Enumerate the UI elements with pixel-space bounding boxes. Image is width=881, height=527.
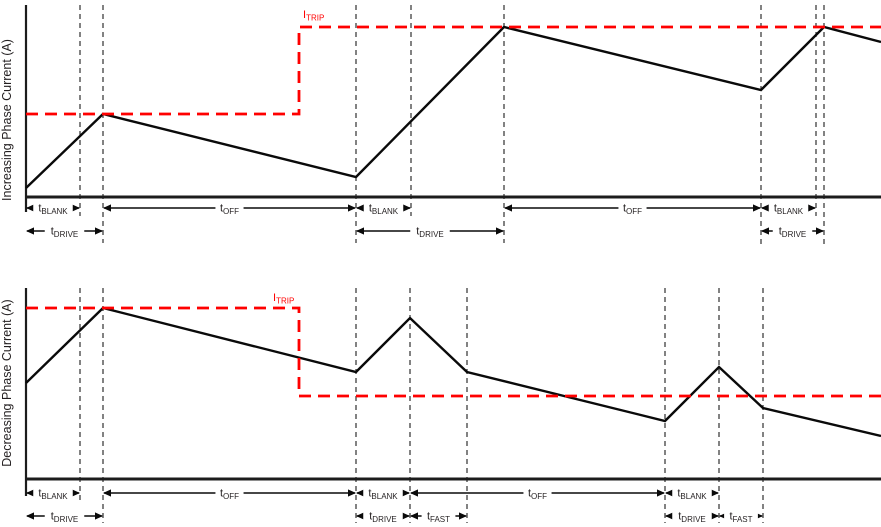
timing-label-background [672,509,712,523]
timing-label-background [215,201,244,215]
timing-arrow-blank: tBLANK [761,201,816,216]
arrowhead-right-icon [348,204,356,212]
timing-label-background [772,224,813,238]
timing-arrow-blank: tBLANK [26,486,80,501]
timing-label-background [33,486,73,500]
arrowhead-right-icon [402,489,410,497]
arrowhead-left-icon [26,512,34,520]
timing-label-background [768,201,809,215]
timing-label-background [672,486,712,500]
arrowhead-left-icon [356,512,364,520]
arrowhead-left-icon [761,204,769,212]
arrowhead-right-icon [72,489,80,497]
phase-current-waveform [25,306,881,438]
arrowhead-left-icon [410,512,418,520]
timing-label-background [363,201,404,215]
arrowhead-left-icon [26,204,34,212]
timing-arrow-off: tOFF [103,486,356,501]
arrowhead-left-icon [504,204,512,212]
arrowhead-right-icon [711,512,719,520]
arrowhead-left-icon [665,512,673,520]
timing-label-background [421,509,456,523]
arrowhead-left-icon [356,489,364,497]
timing-label-background [618,201,647,215]
timing-label-background [363,486,403,500]
arrowhead-left-icon [103,489,111,497]
arrowhead-left-icon [356,204,364,212]
timing-arrow-drive: tDRIVE [26,224,103,239]
arrowhead-right-icon [753,204,761,212]
timing-arrow-blank: tBLANK [356,486,410,501]
arrowhead-right-icon [95,227,103,235]
timing-arrow-blank: tBLANK [356,201,411,216]
itrip-label: ITRIP [303,9,324,23]
arrowhead-right-icon [657,489,665,497]
arrowhead-right-icon [496,227,504,235]
arrowhead-left-icon [103,204,111,212]
timing-label-background [724,509,758,523]
timing-arrow-drive: tDRIVE [665,509,719,524]
timing-arrow-fast: tFAST [719,509,763,524]
timing-arrow-fast: tFAST [410,509,467,524]
timing-arrow-off: tOFF [504,201,761,216]
timing-arrow-blank: tBLANK [665,486,719,501]
timing-label-background [363,509,403,523]
phase-current-waveform [25,25,881,189]
timing-label-background [523,486,552,500]
itrip-threshold-line [26,306,881,398]
timing-arrow-off: tOFF [410,486,665,501]
arrowhead-left-icon [665,489,673,497]
arrowhead-right-icon [348,489,356,497]
timing-arrow-off: tOFF [103,201,356,216]
y-axis-label: Increasing Phase Current (A) [0,39,14,201]
arrowhead-right-icon [711,489,719,497]
arrowhead-right-icon [95,512,103,520]
arrowhead-right-icon [402,512,410,520]
y-axis-label: Decreasing Phase Current (A) [0,299,14,466]
itrip-threshold-line [26,25,881,116]
arrowhead-left-icon [26,227,34,235]
arrowhead-right-icon [72,204,80,212]
arrowhead-left-icon [410,489,418,497]
timing-arrow-blank: tBLANK [26,201,80,216]
arrowhead-right-icon [459,512,467,520]
timing-label-background [44,509,85,523]
arrowhead-left-icon [356,227,364,235]
arrowhead-right-icon [816,227,824,235]
timing-arrow-drive: tDRIVE [761,224,824,239]
timing-arrow-drive: tDRIVE [356,509,410,524]
itrip-label: ITRIP [273,292,294,306]
arrowhead-right-icon [808,204,816,212]
arrowhead-left-icon [761,227,769,235]
timing-label-background [215,486,244,500]
timing-label-background [410,224,450,238]
timing-arrow-drive: tDRIVE [26,509,103,524]
timing-arrow-drive: tDRIVE [356,224,504,239]
arrowhead-right-icon [403,204,411,212]
arrowhead-left-icon [26,489,34,497]
timing-label-background [44,224,85,238]
timing-label-background [33,201,73,215]
